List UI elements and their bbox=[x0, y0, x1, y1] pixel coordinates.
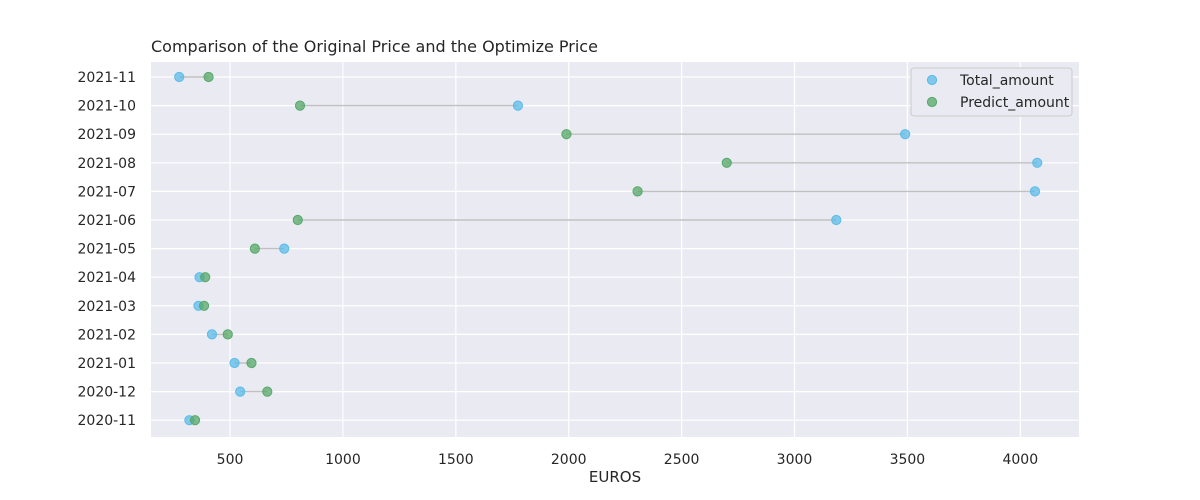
point-total-amount bbox=[900, 129, 911, 140]
point-predict-amount bbox=[222, 329, 233, 340]
point-total-amount bbox=[512, 100, 524, 111]
point-predict-amount bbox=[632, 186, 643, 197]
x-tick-label: 2500 bbox=[664, 452, 700, 468]
y-tick-label: 2020-12 bbox=[78, 385, 137, 401]
y-tick-label: 2021-10 bbox=[78, 99, 137, 115]
y-tick-label: 2021-01 bbox=[78, 356, 137, 372]
y-tick-label: 2021-03 bbox=[78, 299, 137, 315]
point-total-amount bbox=[235, 386, 246, 397]
x-tick-labels: 500 1000 1500 2000 2500 3000 3500 4000 bbox=[217, 452, 1038, 468]
point-total-amount bbox=[1029, 186, 1041, 197]
grid-lines bbox=[151, 62, 1079, 437]
legend-box bbox=[910, 67, 1073, 117]
data-points bbox=[174, 71, 1043, 426]
point-total-amount bbox=[174, 71, 185, 83]
point-predict-amount bbox=[561, 129, 572, 140]
point-total-amount bbox=[1032, 157, 1043, 168]
plot-area bbox=[151, 62, 1079, 437]
point-predict-amount bbox=[292, 214, 303, 226]
y-tick-label: 2021-04 bbox=[78, 270, 137, 286]
y-tick-label: 2021-02 bbox=[78, 327, 137, 343]
x-axis-label: EUROS bbox=[589, 468, 641, 486]
y-tick-label: 2021-06 bbox=[78, 213, 137, 229]
point-predict-amount bbox=[721, 157, 732, 168]
point-predict-amount bbox=[294, 100, 306, 111]
legend-marker-predict-amount bbox=[926, 96, 938, 108]
chart-title: Comparison of the Original Price and the… bbox=[151, 37, 598, 56]
point-predict-amount bbox=[246, 357, 257, 369]
y-tick-label: 2021-08 bbox=[78, 156, 137, 172]
point-total-amount bbox=[206, 329, 218, 340]
point-predict-amount bbox=[249, 243, 260, 254]
x-tick-label: 1000 bbox=[325, 452, 361, 468]
legend-label-predict-amount: Predict_amount bbox=[960, 95, 1070, 111]
point-predict-amount bbox=[198, 300, 210, 311]
point-total-amount bbox=[229, 357, 240, 369]
point-predict-amount bbox=[262, 386, 273, 397]
legend: Total_amount Predict_amount bbox=[910, 67, 1073, 117]
y-tick-label: 2021-09 bbox=[78, 127, 137, 143]
x-tick-label: 3000 bbox=[777, 452, 813, 468]
point-total-amount bbox=[279, 243, 290, 254]
y-tick-label: 2021-05 bbox=[78, 242, 137, 258]
y-tick-label: 2021-07 bbox=[78, 184, 137, 200]
point-total-amount bbox=[831, 214, 842, 226]
legend-label-total-amount: Total_amount bbox=[959, 73, 1054, 89]
y-tick-labels: 2020-11 2020-12 2021-01 2021-02 2021-03 2021-… bbox=[78, 70, 137, 429]
x-tick-label: 2000 bbox=[551, 452, 587, 468]
point-predict-amount bbox=[189, 415, 201, 426]
point-predict-amount bbox=[203, 71, 214, 83]
x-tick-label: 3500 bbox=[890, 452, 926, 468]
x-tick-label: 500 bbox=[217, 452, 244, 468]
x-tick-label: 1500 bbox=[438, 452, 474, 468]
x-tick-label: 4000 bbox=[1002, 452, 1038, 468]
legend-marker-total-amount bbox=[926, 74, 938, 86]
point-predict-amount bbox=[200, 272, 211, 283]
y-tick-label: 2020-11 bbox=[78, 413, 137, 429]
y-tick-label: 2021-11 bbox=[78, 70, 137, 86]
